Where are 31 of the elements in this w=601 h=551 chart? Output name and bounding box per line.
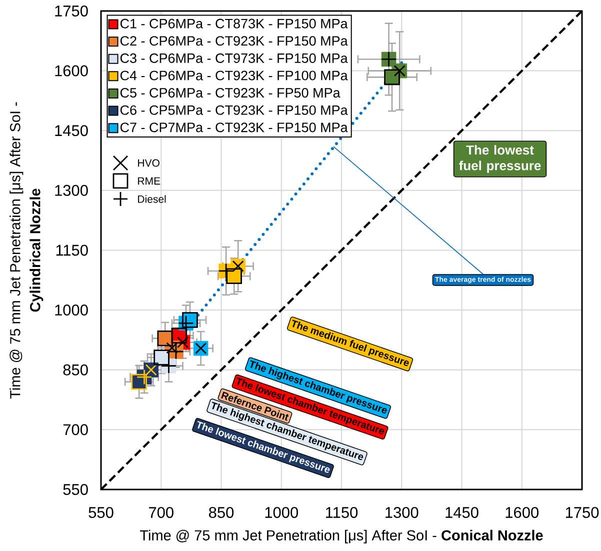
x-tick-label: 1000 <box>265 507 298 518</box>
y-tick-label: 1600 <box>55 65 88 76</box>
legend-label: HVO <box>138 159 160 167</box>
legend-label: C4 - CP6MPa - CT923K - FP100 MPa <box>120 70 348 80</box>
x-tick-label: 1150 <box>326 507 358 518</box>
x-tick-label: 850 <box>209 507 234 518</box>
y-tick-label: 700 <box>63 424 88 436</box>
x-tick-label: 1750 <box>566 507 599 518</box>
annotation: The lowest fuel pressure <box>459 145 541 173</box>
y-tick-label: 1300 <box>55 184 88 196</box>
legend-label: Diesel <box>138 195 166 203</box>
y-tick-label: 1450 <box>55 125 88 136</box>
x-tick-label: 1600 <box>506 507 539 518</box>
x-axis-title: Time @ 75 mm Jet Penetration [μs] After SoI - Conical Nozzle <box>140 530 543 544</box>
x-tick-label: 700 <box>149 507 174 518</box>
y-tick-label: 850 <box>63 364 88 376</box>
legend-label: C1 - CP6MPa - CT873K - FP150 MPa <box>120 18 348 28</box>
x-tick-label: 1450 <box>446 507 478 518</box>
y-tick-label: 1150 <box>56 244 88 256</box>
legend-label: C7 - CP7MPa - CT923K - FP150 MPa <box>120 122 348 132</box>
legend-label: C6 - CP5MPa - CT923K - FP150 MPa <box>120 105 348 115</box>
x-tick-label: 550 <box>88 507 114 518</box>
legend-label: C5 - CP6MPa - CT923K - FP50 MPa <box>120 88 340 98</box>
y-axis-title: Time @ 75 mm Jet Penetration [μs] After SoI - Cylindrical Nozzle <box>10 102 44 399</box>
x-tick-label: 1300 <box>386 507 418 518</box>
y-tick-label: 550 <box>63 484 88 495</box>
y-tick-label: 1000 <box>55 304 88 316</box>
legend-label: C3 - CP6MPa - CT973K - FP150 MPa <box>120 53 348 63</box>
legend-label: RME <box>138 177 160 185</box>
legend-label: C2 - CP6MPa - CT923K - FP150 MPa <box>120 36 348 46</box>
y-tick-label: 1750 <box>55 5 88 16</box>
